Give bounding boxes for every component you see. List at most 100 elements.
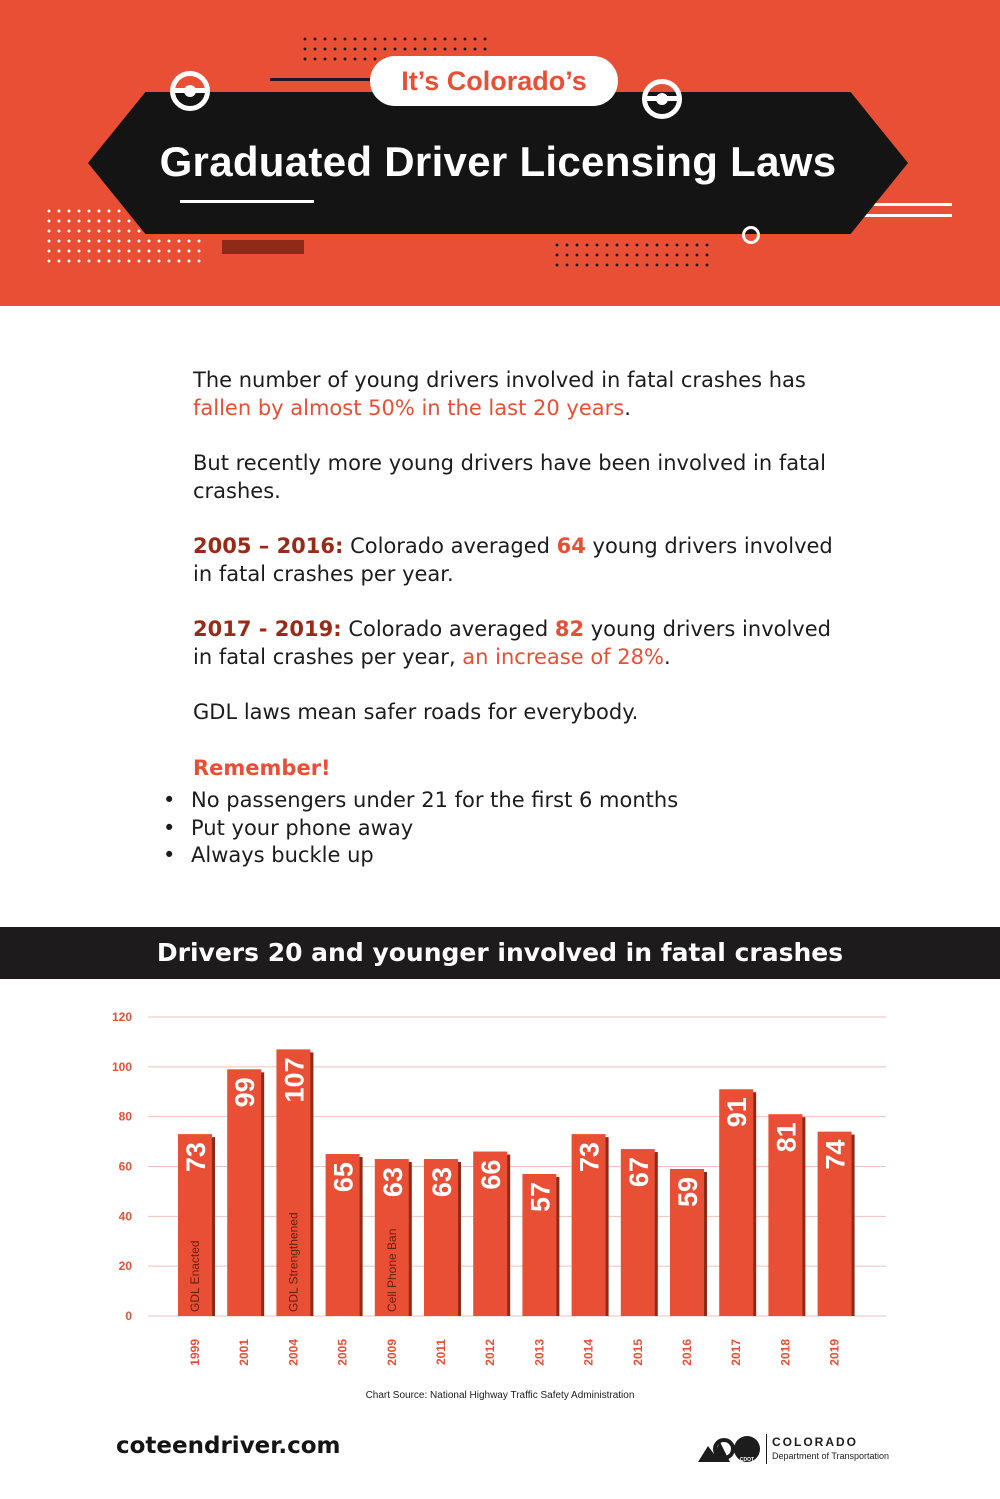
logo-divider	[766, 1434, 767, 1464]
x-tick-label: 2014	[582, 1339, 596, 1366]
intro-paragraph: 2017 - 2019: Colorado averaged 82 young …	[193, 615, 853, 671]
chart-title-band	[0, 927, 1000, 979]
bar	[227, 1069, 262, 1316]
y-tick-label: 0	[125, 1309, 132, 1323]
y-tick-label: 20	[119, 1259, 133, 1273]
period-label: 2017 - 2019:	[193, 617, 342, 641]
decorative-bar	[222, 240, 304, 254]
intro-paragraph: But recently more young drivers have bee…	[193, 451, 827, 503]
bar-value-label: 74	[821, 1140, 851, 1170]
intro-paragraph: 2005 – 2016: Colorado averaged 64 young …	[193, 532, 853, 588]
logo-name: COLORADO	[772, 1435, 858, 1449]
decorative-line	[270, 78, 390, 81]
cdot-logo-mark: CDOT	[698, 1436, 760, 1463]
x-tick-label: 2012	[483, 1339, 497, 1366]
y-tick-label: 120	[112, 1010, 132, 1024]
intro-text-run: Colorado averaged	[341, 617, 555, 641]
bar-value-label: 73	[575, 1142, 605, 1172]
bar	[817, 1131, 852, 1316]
bar	[522, 1173, 557, 1316]
bar	[374, 1159, 409, 1316]
x-tick-label: 2011	[434, 1339, 448, 1365]
bar-value-label: 63	[378, 1167, 408, 1197]
remember-list: No passengers under 21 for the first 6 m…	[163, 787, 678, 870]
dot-pattern	[552, 240, 712, 272]
bar	[178, 1134, 212, 1316]
intro-text-run: young drivers involved in fatal crashes …	[193, 617, 831, 669]
decorative-line	[180, 200, 314, 203]
bar	[670, 1168, 704, 1316]
bar	[620, 1149, 655, 1316]
y-tick-label: 80	[119, 1110, 133, 1124]
bar-annotation: GDL Enacted	[188, 1240, 202, 1312]
logo-department: Department of Transportation	[772, 1451, 890, 1461]
x-tick-label: 2017	[729, 1339, 743, 1366]
steering-wheel-icon	[742, 226, 760, 244]
x-tick-label: 2019	[828, 1339, 842, 1366]
bar-value-label: 65	[329, 1162, 359, 1192]
x-tick-label: 2015	[631, 1339, 645, 1366]
bar-value-label: 67	[624, 1157, 654, 1187]
y-tick-label: 60	[119, 1160, 133, 1174]
bar-value-label: 99	[230, 1077, 260, 1107]
steering-wheel-icon	[642, 79, 682, 119]
intro-text-run: young drivers involved in fatal crashes …	[193, 534, 833, 586]
decorative-line	[846, 214, 952, 217]
bar-value-label: 91	[722, 1097, 752, 1127]
page-title: Graduated Driver Licensing Laws	[159, 138, 837, 185]
bar	[325, 1154, 360, 1316]
remember-heading: Remember!	[193, 756, 331, 780]
y-tick-label: 40	[119, 1209, 133, 1223]
intro-text: The number of young drivers involved in …	[193, 366, 853, 753]
title-banner	[88, 92, 908, 234]
bar	[571, 1134, 606, 1316]
bar-value-label: 73	[181, 1142, 211, 1172]
header-kicker: It’s Colorado’s	[370, 56, 618, 106]
bar-value-label: 59	[673, 1177, 703, 1207]
bar-value-label: 107	[279, 1057, 309, 1102]
x-tick-label: 2013	[532, 1339, 546, 1366]
intro-highlight: fallen by almost 50% in the last 20 year…	[193, 396, 625, 420]
bar-chart: 0 20 40 60 80 100 120 73 GDL Enacted 1999 99 2001 10…	[112, 1010, 886, 1366]
period-label: 2005 – 2016:	[193, 534, 344, 558]
chart-title: Drivers 20 and younger involved in fatal…	[156, 938, 844, 967]
intro-text-run: .	[663, 645, 671, 669]
average-number: 82	[554, 617, 585, 641]
bar-annotation: Cell Phone Ban	[385, 1229, 399, 1312]
bar-value-label: 81	[771, 1122, 801, 1152]
intro-paragraph: The number of young drivers involved in …	[193, 366, 853, 422]
bar-value-label: 63	[427, 1167, 457, 1197]
x-tick-label: 2001	[237, 1339, 251, 1366]
header-banner: It’s Colorado’s Graduated Driver Licensi…	[0, 0, 1000, 306]
chart-source: Chart Source: National Highway Traffic S…	[365, 1390, 635, 1401]
list-item: Always buckle up	[163, 842, 678, 870]
x-tick-label: 2004	[286, 1339, 300, 1366]
bar-annotation: GDL Strengthened	[286, 1212, 300, 1312]
intro-text-run: Colorado averaged	[343, 534, 557, 558]
intro-text-run: .	[624, 396, 631, 420]
intro-highlight: an increase of 28%	[462, 645, 664, 669]
y-tick-label: 100	[112, 1060, 132, 1074]
x-tick-label: 2009	[385, 1339, 399, 1366]
bar	[768, 1114, 803, 1316]
x-tick-label: 1999	[188, 1339, 202, 1366]
x-tick-label: 2005	[336, 1339, 350, 1366]
bar	[473, 1151, 508, 1316]
logo-mark-text: CDOT	[740, 1457, 754, 1463]
x-tick-label: 2018	[778, 1339, 792, 1366]
bar	[276, 1049, 311, 1316]
bar	[424, 1159, 458, 1316]
intro-paragraph: GDL laws mean safer roads for everybody.	[193, 700, 639, 724]
cdot-logo: CDOT COLORADO Department of Transportati…	[696, 1432, 896, 1466]
decorative-line	[846, 203, 952, 206]
website-link[interactable]: coteendriver.com	[116, 1433, 341, 1459]
bar-value-label: 66	[476, 1160, 506, 1190]
bar-value-label: 57	[525, 1182, 555, 1212]
bar	[719, 1089, 754, 1316]
average-number: 64	[556, 534, 586, 558]
list-item: Put your phone away	[163, 815, 678, 843]
steering-wheel-icon	[170, 71, 210, 111]
x-tick-label: 2016	[680, 1339, 694, 1366]
list-item: No passengers under 21 for the first 6 m…	[163, 787, 678, 815]
intro-text-run: The number of young drivers involved in …	[193, 368, 806, 392]
